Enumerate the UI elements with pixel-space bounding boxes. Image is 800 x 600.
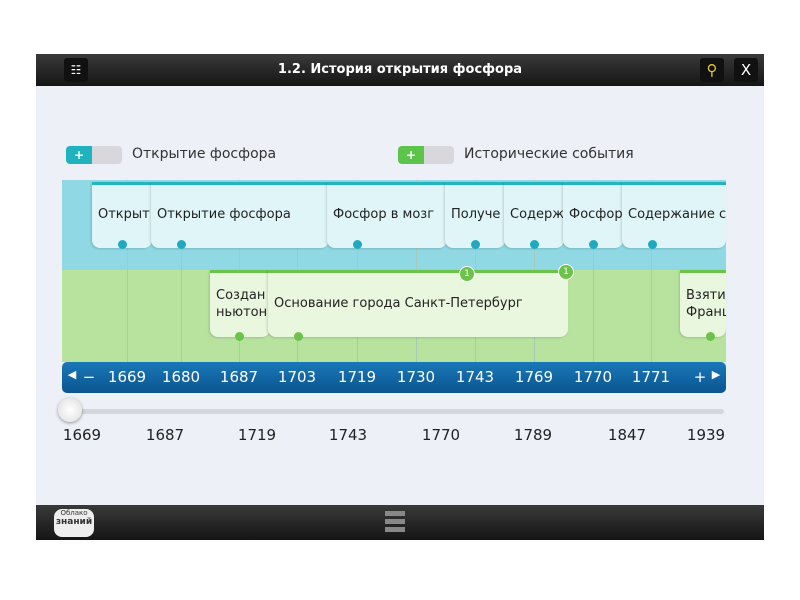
event-marker[interactable] (530, 240, 539, 249)
axis-year[interactable]: 1771 (631, 368, 671, 386)
search-icon[interactable]: ⚲ (700, 58, 724, 82)
menu-icon[interactable] (385, 511, 405, 533)
event-title: Франц (686, 305, 726, 320)
event-marker[interactable] (294, 332, 303, 341)
event-marker[interactable] (589, 240, 598, 249)
count-badge[interactable]: 1 (558, 264, 574, 280)
axis-year[interactable]: 1730 (396, 368, 436, 386)
phosphorus-event-card[interactable]: Фосфор (563, 182, 623, 248)
axis-year[interactable]: 1770 (573, 368, 613, 386)
event-marker[interactable] (353, 240, 362, 249)
title-bar: ☷ 1.2. История открытия фосфора ⚲ X (36, 54, 764, 86)
grid-line (127, 180, 128, 362)
grid-line (593, 180, 594, 362)
axis-year[interactable]: 1687 (219, 368, 259, 386)
axis-year[interactable]: 1719 (337, 368, 377, 386)
axis-year[interactable]: 1703 (277, 368, 317, 386)
scroll-right-button[interactable]: ▶ (711, 368, 721, 381)
event-title: Взяти (686, 288, 726, 303)
phosphorus-event-card[interactable]: Открытие фосфора (151, 182, 329, 248)
event-marker[interactable] (235, 332, 244, 341)
history-event-card[interactable]: Основание города Санкт-Петербург (268, 270, 568, 337)
zoom-out-button[interactable]: − (82, 368, 96, 386)
phosphorus-event-card[interactable]: Открыт (92, 182, 152, 248)
event-title: Основание города Санкт-Петербург (274, 296, 523, 311)
slider-tick-label: 1719 (237, 426, 277, 444)
toggle-history[interactable]: + (398, 146, 454, 164)
timeline-slider[interactable] (66, 409, 724, 414)
slider-tick-label: 1939 (686, 426, 726, 444)
history-event-card[interactable]: Создан ньютон (210, 270, 270, 337)
history-event-card[interactable]: Взяти Франц (680, 270, 726, 337)
phosphorus-event-card[interactable]: Содержание с (622, 182, 726, 248)
grid-line (181, 180, 182, 362)
slider-tick-label: 1789 (513, 426, 553, 444)
slider-tick-label: 1669 (62, 426, 102, 444)
axis-year[interactable]: 1743 (455, 368, 495, 386)
event-marker[interactable] (706, 332, 715, 341)
axis-year[interactable]: 1680 (161, 368, 201, 386)
event-marker[interactable] (118, 240, 127, 249)
event-marker[interactable] (648, 240, 657, 249)
slider-handle[interactable] (58, 398, 82, 422)
event-marker[interactable] (177, 240, 186, 249)
axis-year[interactable]: 1669 (107, 368, 147, 386)
axis-year[interactable]: 1769 (514, 368, 554, 386)
grid-menu-icon[interactable]: ☷ (64, 58, 88, 82)
slider-tick-label: 1687 (145, 426, 185, 444)
logo-text: знаний (55, 517, 93, 527)
app-window: ☷ 1.2. История открытия фосфора ⚲ X + От… (36, 54, 764, 540)
toggle-phosphorus[interactable]: + (66, 146, 122, 164)
slider-tick-label: 1770 (421, 426, 461, 444)
scroll-left-button[interactable]: ◀ (67, 368, 77, 381)
slider-tick-label: 1743 (328, 426, 368, 444)
logo-text: Облако (60, 509, 88, 517)
zoom-in-button[interactable]: + (693, 368, 707, 386)
phosphorus-event-card[interactable]: Получе (445, 182, 505, 248)
logo[interactable]: Облако знаний (54, 509, 94, 537)
filter-label: Открытие фосфора (132, 146, 277, 162)
close-button[interactable]: X (734, 58, 758, 82)
event-marker[interactable] (471, 240, 480, 249)
bottom-bar: Облако знаний (36, 505, 764, 540)
count-badge[interactable]: 1 (459, 266, 475, 282)
event-title: Создан (216, 288, 266, 303)
slider-tick-label: 1847 (607, 426, 647, 444)
phosphorus-event-card[interactable]: Фосфор в мозг (327, 182, 447, 248)
grid-line (651, 180, 652, 362)
event-title: ньютон (216, 305, 268, 320)
timeline-axis: ◀ − + ▶ 1669 1680 1687 1703 1719 1730 1743 1769… (62, 362, 726, 393)
phosphorus-event-card[interactable]: Содерж (504, 182, 564, 248)
filter-label: Исторические события (464, 146, 634, 162)
page-title: 1.2. История открытия фосфора (277, 62, 523, 77)
